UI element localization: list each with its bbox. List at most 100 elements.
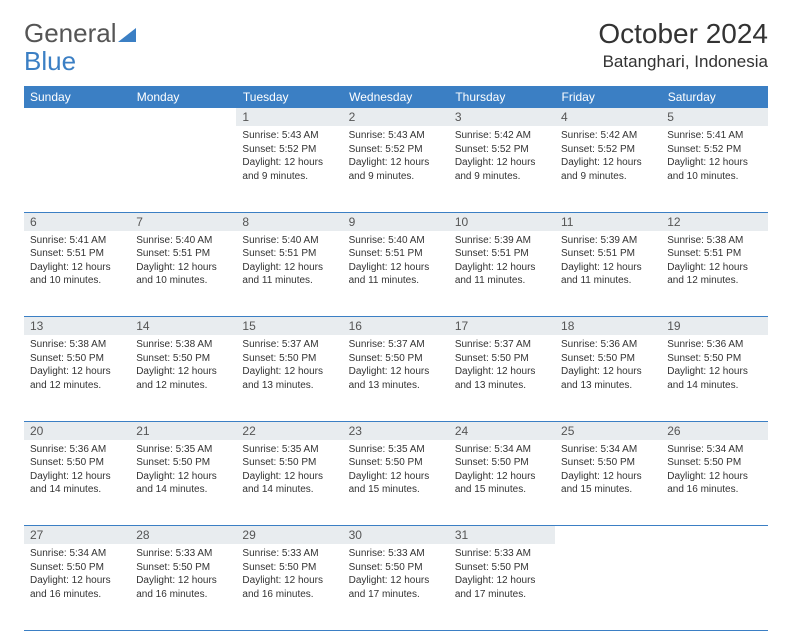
weekday-header: Wednesday — [343, 86, 449, 108]
daynum-row: 20212223242526 — [24, 421, 768, 440]
day-cell: Sunrise: 5:35 AMSunset: 5:50 PMDaylight:… — [343, 440, 449, 526]
brand-part1: General — [24, 18, 117, 49]
day-number: 4 — [555, 108, 661, 126]
day-details: Sunrise: 5:38 AMSunset: 5:51 PMDaylight:… — [661, 231, 767, 292]
day-number: 22 — [236, 422, 342, 440]
page-title: October 2024 — [598, 18, 768, 50]
weekday-header: Thursday — [449, 86, 555, 108]
day-number: 29 — [236, 526, 342, 544]
day-details: Sunrise: 5:35 AMSunset: 5:50 PMDaylight:… — [130, 440, 236, 501]
title-block: October 2024 Batanghari, Indonesia — [598, 18, 768, 72]
day-number: 25 — [555, 422, 661, 440]
week-row: Sunrise: 5:36 AMSunset: 5:50 PMDaylight:… — [24, 440, 768, 526]
day-number: 8 — [236, 213, 342, 231]
day-number: 12 — [661, 213, 767, 231]
day-cell: Sunrise: 5:39 AMSunset: 5:51 PMDaylight:… — [449, 231, 555, 317]
day-details: Sunrise: 5:39 AMSunset: 5:51 PMDaylight:… — [449, 231, 555, 292]
daynum-row: 2728293031 — [24, 526, 768, 545]
day-details: Sunrise: 5:34 AMSunset: 5:50 PMDaylight:… — [661, 440, 767, 501]
day-number: 28 — [130, 526, 236, 544]
day-number: 26 — [661, 422, 767, 440]
location-subtitle: Batanghari, Indonesia — [598, 52, 768, 72]
week-row: Sunrise: 5:34 AMSunset: 5:50 PMDaylight:… — [24, 544, 768, 630]
day-number: 19 — [661, 317, 767, 335]
day-cell: Sunrise: 5:36 AMSunset: 5:50 PMDaylight:… — [555, 335, 661, 421]
weekday-header: Sunday — [24, 86, 130, 108]
day-details: Sunrise: 5:40 AMSunset: 5:51 PMDaylight:… — [130, 231, 236, 292]
weekday-header: Monday — [130, 86, 236, 108]
day-details: Sunrise: 5:35 AMSunset: 5:50 PMDaylight:… — [236, 440, 342, 501]
day-cell: Sunrise: 5:41 AMSunset: 5:52 PMDaylight:… — [661, 126, 767, 212]
day-number: 18 — [555, 317, 661, 335]
day-cell: Sunrise: 5:37 AMSunset: 5:50 PMDaylight:… — [449, 335, 555, 421]
day-details: Sunrise: 5:40 AMSunset: 5:51 PMDaylight:… — [236, 231, 342, 292]
day-cell: Sunrise: 5:37 AMSunset: 5:50 PMDaylight:… — [343, 335, 449, 421]
weekday-header: Saturday — [661, 86, 767, 108]
day-details: Sunrise: 5:37 AMSunset: 5:50 PMDaylight:… — [343, 335, 449, 396]
day-details: Sunrise: 5:33 AMSunset: 5:50 PMDaylight:… — [449, 544, 555, 605]
logo-sail-icon — [118, 28, 136, 42]
day-number: 11 — [555, 213, 661, 231]
day-number: 31 — [449, 526, 555, 544]
day-details: Sunrise: 5:34 AMSunset: 5:50 PMDaylight:… — [24, 544, 130, 605]
day-number: 23 — [343, 422, 449, 440]
week-row: Sunrise: 5:38 AMSunset: 5:50 PMDaylight:… — [24, 335, 768, 421]
day-cell: Sunrise: 5:43 AMSunset: 5:52 PMDaylight:… — [343, 126, 449, 212]
day-number: 13 — [24, 317, 130, 335]
day-details: Sunrise: 5:33 AMSunset: 5:50 PMDaylight:… — [236, 544, 342, 605]
daynum-row: 6789101112 — [24, 212, 768, 231]
day-number: 3 — [449, 108, 555, 126]
day-cell: Sunrise: 5:40 AMSunset: 5:51 PMDaylight:… — [130, 231, 236, 317]
day-number: 24 — [449, 422, 555, 440]
calendar-table: SundayMondayTuesdayWednesdayThursdayFrid… — [24, 86, 768, 631]
day-details: Sunrise: 5:40 AMSunset: 5:51 PMDaylight:… — [343, 231, 449, 292]
day-cell: Sunrise: 5:42 AMSunset: 5:52 PMDaylight:… — [449, 126, 555, 212]
day-details: Sunrise: 5:36 AMSunset: 5:50 PMDaylight:… — [555, 335, 661, 396]
brand-part2: Blue — [24, 46, 76, 77]
day-cell: Sunrise: 5:36 AMSunset: 5:50 PMDaylight:… — [24, 440, 130, 526]
day-cell: Sunrise: 5:35 AMSunset: 5:50 PMDaylight:… — [130, 440, 236, 526]
day-cell: Sunrise: 5:39 AMSunset: 5:51 PMDaylight:… — [555, 231, 661, 317]
day-number: 27 — [24, 526, 130, 544]
day-number: 16 — [343, 317, 449, 335]
day-number: 9 — [343, 213, 449, 231]
day-cell: Sunrise: 5:33 AMSunset: 5:50 PMDaylight:… — [343, 544, 449, 630]
day-cell: Sunrise: 5:33 AMSunset: 5:50 PMDaylight:… — [130, 544, 236, 630]
day-number: 5 — [661, 108, 767, 126]
day-details: Sunrise: 5:41 AMSunset: 5:51 PMDaylight:… — [24, 231, 130, 292]
day-details: Sunrise: 5:43 AMSunset: 5:52 PMDaylight:… — [343, 126, 449, 187]
day-details: Sunrise: 5:35 AMSunset: 5:50 PMDaylight:… — [343, 440, 449, 501]
day-cell: Sunrise: 5:40 AMSunset: 5:51 PMDaylight:… — [236, 231, 342, 317]
day-cell: Sunrise: 5:38 AMSunset: 5:51 PMDaylight:… — [661, 231, 767, 317]
day-details: Sunrise: 5:38 AMSunset: 5:50 PMDaylight:… — [130, 335, 236, 396]
day-number: 30 — [343, 526, 449, 544]
weekday-header: Friday — [555, 86, 661, 108]
day-cell: Sunrise: 5:33 AMSunset: 5:50 PMDaylight:… — [449, 544, 555, 630]
brand-logo: General — [24, 18, 138, 49]
day-number: 14 — [130, 317, 236, 335]
day-details: Sunrise: 5:42 AMSunset: 5:52 PMDaylight:… — [555, 126, 661, 187]
day-number: 20 — [24, 422, 130, 440]
day-cell: Sunrise: 5:38 AMSunset: 5:50 PMDaylight:… — [130, 335, 236, 421]
day-cell: Sunrise: 5:34 AMSunset: 5:50 PMDaylight:… — [661, 440, 767, 526]
week-row: Sunrise: 5:43 AMSunset: 5:52 PMDaylight:… — [24, 126, 768, 212]
day-details: Sunrise: 5:37 AMSunset: 5:50 PMDaylight:… — [236, 335, 342, 396]
day-details: Sunrise: 5:38 AMSunset: 5:50 PMDaylight:… — [24, 335, 130, 396]
day-cell: Sunrise: 5:38 AMSunset: 5:50 PMDaylight:… — [24, 335, 130, 421]
day-number: 2 — [343, 108, 449, 126]
day-details: Sunrise: 5:39 AMSunset: 5:51 PMDaylight:… — [555, 231, 661, 292]
day-cell: Sunrise: 5:43 AMSunset: 5:52 PMDaylight:… — [236, 126, 342, 212]
day-number: 6 — [24, 213, 130, 231]
daynum-row: 12345 — [24, 108, 768, 126]
day-cell — [130, 126, 236, 212]
day-details: Sunrise: 5:34 AMSunset: 5:50 PMDaylight:… — [449, 440, 555, 501]
day-cell: Sunrise: 5:37 AMSunset: 5:50 PMDaylight:… — [236, 335, 342, 421]
day-number: 17 — [449, 317, 555, 335]
day-details: Sunrise: 5:33 AMSunset: 5:50 PMDaylight:… — [130, 544, 236, 605]
day-details: Sunrise: 5:33 AMSunset: 5:50 PMDaylight:… — [343, 544, 449, 605]
day-number: 21 — [130, 422, 236, 440]
day-number: 7 — [130, 213, 236, 231]
header: General October 2024 Batanghari, Indones… — [0, 0, 792, 80]
day-cell: Sunrise: 5:35 AMSunset: 5:50 PMDaylight:… — [236, 440, 342, 526]
day-details: Sunrise: 5:36 AMSunset: 5:50 PMDaylight:… — [24, 440, 130, 501]
